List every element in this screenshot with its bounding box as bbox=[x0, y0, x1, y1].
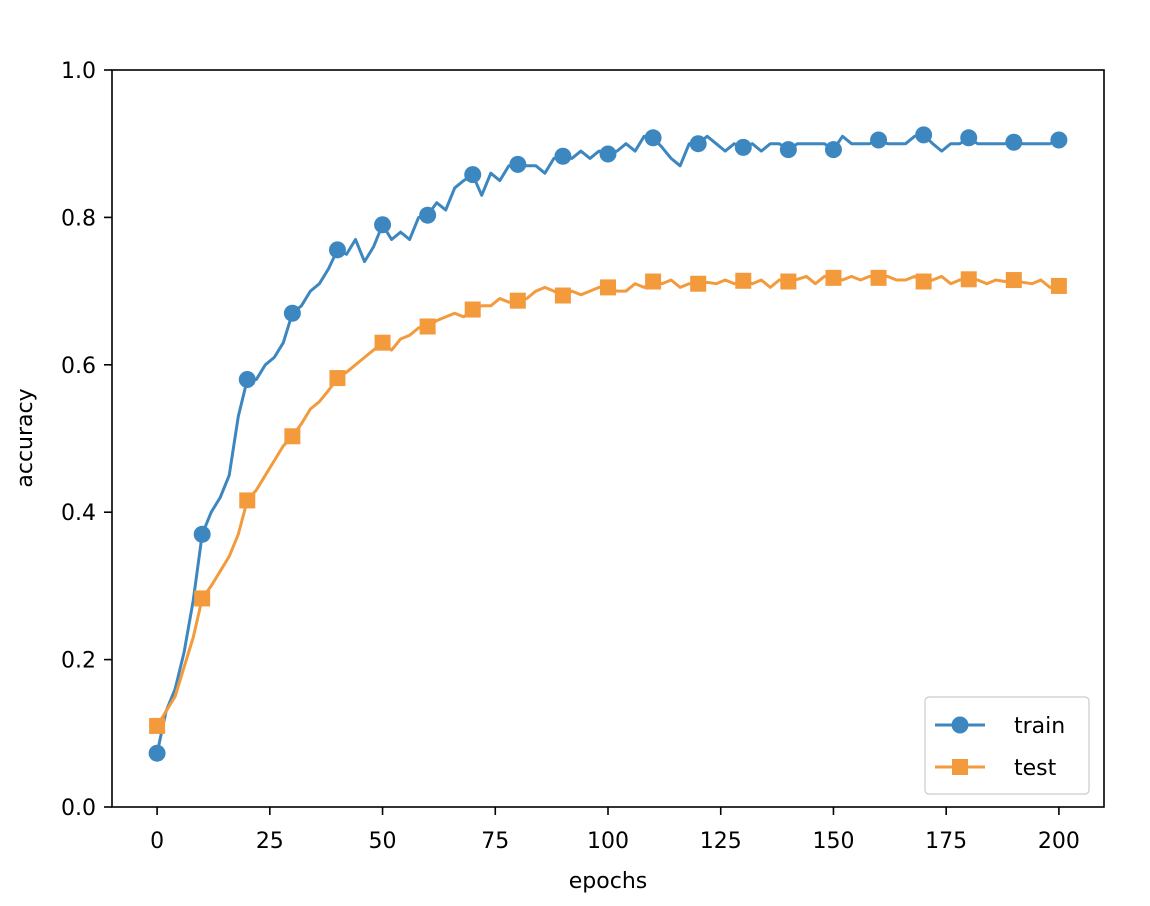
y-axis-label: accuracy bbox=[13, 388, 38, 487]
train-data-point bbox=[419, 206, 437, 224]
test-data-point bbox=[960, 271, 977, 288]
legend-box bbox=[924, 696, 1090, 795]
test-data-point bbox=[284, 428, 301, 445]
train-data-point bbox=[283, 304, 301, 322]
y-tick-label: 0.8 bbox=[61, 206, 96, 231]
test-data-point bbox=[554, 287, 571, 304]
x-tick-label: 150 bbox=[812, 829, 854, 854]
train-data-point bbox=[870, 131, 888, 149]
train-data-point bbox=[599, 145, 617, 163]
x-tick-label: 175 bbox=[925, 829, 967, 854]
train-data-point bbox=[734, 138, 752, 156]
train-data-point bbox=[960, 129, 978, 147]
test-data-point bbox=[870, 269, 887, 286]
train-data-point bbox=[1005, 133, 1023, 151]
x-tick-label: 25 bbox=[256, 829, 284, 854]
train-data-point bbox=[509, 155, 527, 173]
test-data-point bbox=[464, 301, 481, 318]
test-data-point bbox=[1050, 277, 1067, 294]
train-data-point bbox=[824, 141, 842, 159]
x-axis-label: epochs bbox=[569, 869, 647, 894]
test-data-point bbox=[645, 273, 662, 290]
test-data-point bbox=[374, 334, 391, 351]
x-tick-label: 75 bbox=[481, 829, 509, 854]
train-data-point bbox=[689, 135, 707, 153]
legend-train-marker bbox=[951, 716, 969, 734]
test-data-point bbox=[690, 275, 707, 292]
train-data-point bbox=[193, 525, 211, 543]
y-tick-label: 0.4 bbox=[61, 501, 96, 526]
y-tick-label: 1.0 bbox=[61, 59, 96, 84]
train-data-point bbox=[1050, 131, 1068, 149]
test-data-point bbox=[194, 590, 211, 607]
train-data-point bbox=[915, 126, 933, 144]
y-tick-label: 0.2 bbox=[61, 649, 96, 674]
legend-test-label: test bbox=[1014, 756, 1057, 781]
test-data-point bbox=[735, 272, 752, 289]
test-data-point bbox=[1005, 272, 1022, 289]
train-data-point bbox=[374, 216, 392, 234]
train-data-point bbox=[779, 141, 797, 159]
train-data-point bbox=[238, 371, 256, 389]
y-axis-ticks: 0.0 0.2 0.4 0.6 0.8 1.0 bbox=[61, 59, 112, 821]
test-data-point bbox=[780, 273, 797, 290]
test-data-point bbox=[825, 269, 842, 286]
test-data-point bbox=[329, 370, 346, 387]
legend: train test bbox=[924, 696, 1090, 795]
test-data-point bbox=[149, 717, 166, 734]
test-data-point bbox=[509, 292, 526, 309]
test-data-point bbox=[419, 318, 436, 335]
train-data-point bbox=[554, 147, 572, 165]
train-data-point bbox=[328, 241, 346, 259]
train-data-point bbox=[644, 129, 662, 147]
x-tick-label: 125 bbox=[700, 829, 742, 854]
test-series-line bbox=[155, 274, 1060, 727]
legend-train-label: train bbox=[1014, 714, 1065, 739]
train-data-point bbox=[148, 744, 166, 762]
series-layer bbox=[148, 126, 1068, 762]
x-tick-label: 100 bbox=[587, 829, 629, 854]
train-data-point bbox=[464, 166, 482, 184]
x-tick-label: 50 bbox=[369, 829, 397, 854]
x-tick-label: 0 bbox=[150, 829, 164, 854]
test-data-point bbox=[239, 492, 256, 509]
x-axis-ticks: 0 25 50 75 100 125 150 175 200 bbox=[150, 807, 1080, 854]
legend-test-marker bbox=[952, 759, 968, 775]
y-tick-label: 0.6 bbox=[61, 354, 96, 379]
test-data-point bbox=[915, 273, 932, 290]
test-data-point bbox=[600, 279, 616, 296]
y-tick-label: 0.0 bbox=[61, 796, 96, 821]
x-tick-label: 200 bbox=[1038, 829, 1080, 854]
